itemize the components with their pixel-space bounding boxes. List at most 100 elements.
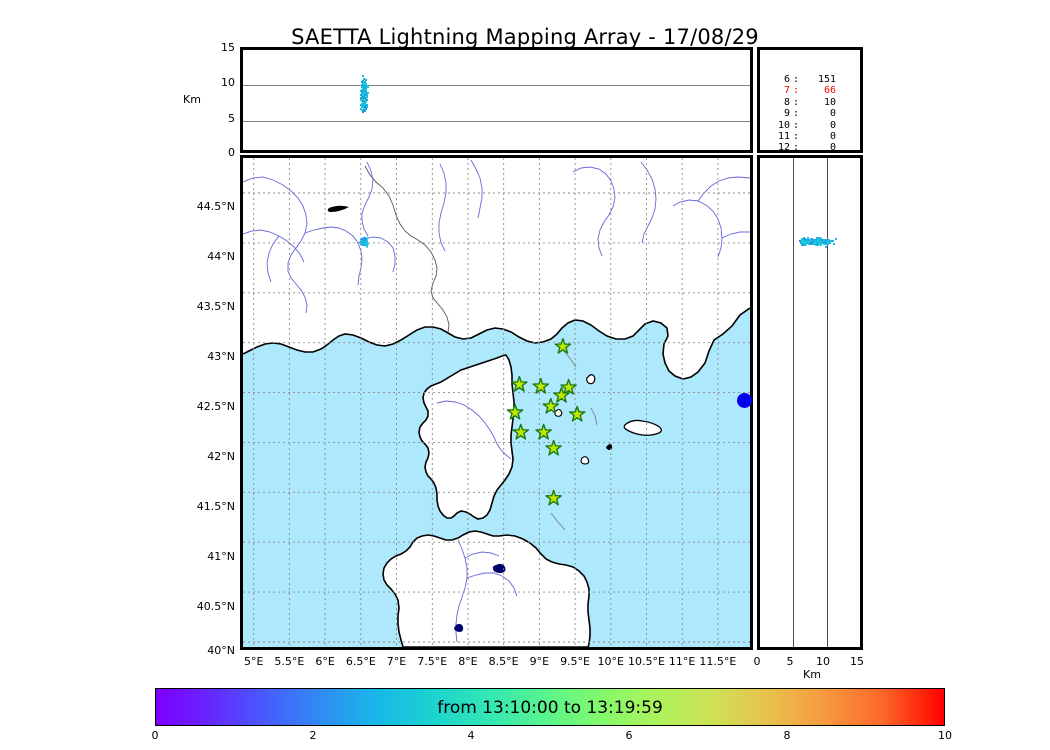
source-dot — [361, 89, 364, 92]
source-dot — [363, 97, 366, 99]
source-dot — [363, 91, 366, 94]
source-dot — [800, 241, 803, 244]
source-dot — [366, 91, 369, 94]
source-dot — [363, 106, 366, 109]
source-dot — [362, 239, 365, 241]
source-dot — [366, 242, 369, 245]
colorbar-tick-4: 4 — [467, 729, 475, 742]
map-panel[interactable] — [240, 155, 753, 650]
source-dot — [362, 107, 365, 109]
xtick-lon-5.5°E: 5.5°E — [274, 655, 305, 668]
colorbar-tick-8: 8 — [783, 729, 791, 742]
station-count-panel[interactable]: 6:151 7:66 8:10 9:0 10:0 11:0 12:0 — [757, 47, 863, 153]
xtick-lon-8°E: 8°E — [458, 655, 478, 668]
source-dot — [360, 243, 363, 246]
source-dot — [360, 106, 363, 109]
source-dot — [364, 241, 367, 244]
source-dot — [360, 93, 363, 96]
source-dot — [362, 111, 364, 114]
sardinia-lake-1 — [492, 563, 506, 573]
source-dot — [801, 239, 804, 241]
station-star-marker — [545, 489, 562, 506]
source-dot — [362, 100, 365, 103]
source-dot — [365, 103, 368, 106]
source-dot — [822, 241, 825, 244]
source-dot — [362, 243, 365, 246]
ytick-lat-44.5: 44.5°N — [196, 200, 235, 213]
xtick-side-15: 15 — [850, 655, 864, 668]
colorbar[interactable] — [155, 688, 945, 726]
source-dot — [813, 243, 816, 246]
station-count-row-9: 9:0 — [783, 108, 836, 120]
station-star-marker — [532, 377, 550, 394]
ytick-lat-42.5: 42.5°N — [196, 400, 235, 413]
ytick-lat-40.5: 40.5°N — [196, 600, 235, 613]
source-dot — [820, 240, 823, 243]
source-dot — [366, 84, 368, 87]
source-dot — [364, 85, 367, 88]
source-dot — [809, 238, 812, 241]
source-dot — [806, 239, 809, 242]
xtick-lon-6.5°E: 6.5°E — [345, 655, 376, 668]
source-dot — [363, 238, 366, 241]
source-dot — [366, 245, 368, 248]
station-star-marker — [568, 405, 586, 422]
source-dot — [361, 91, 364, 93]
xtick-lon-10°E: 10°E — [597, 655, 624, 668]
source-dot — [362, 77, 365, 80]
source-dot — [814, 239, 817, 241]
source-dot — [360, 97, 363, 100]
source-dot — [803, 243, 806, 246]
source-dot — [365, 243, 368, 246]
station-star-marker — [554, 337, 572, 354]
station-stars-group — [506, 337, 586, 506]
depth-line-3 — [550, 512, 566, 531]
source-dot — [829, 239, 832, 242]
corsica-island — [418, 354, 515, 520]
station-count-row-6: 6:151 — [783, 74, 836, 85]
station-star-marker — [545, 439, 562, 456]
source-dot — [364, 107, 366, 110]
source-dot — [366, 237, 369, 240]
altitude-longitude-panel[interactable] — [240, 47, 753, 153]
ytick-lat-43: 43°N — [207, 350, 235, 363]
ytick-lat-43.5: 43.5°N — [196, 300, 235, 313]
xtick-lon-11.5°E: 11.5°E — [699, 655, 737, 668]
source-dot — [825, 245, 828, 248]
source-dot — [361, 240, 364, 243]
xtick-lon-7°E: 7°E — [386, 655, 407, 668]
source-dot — [813, 241, 815, 244]
altitude-latitude-panel[interactable] — [757, 155, 863, 650]
source-dot — [359, 89, 362, 92]
source-dot — [819, 238, 822, 241]
source-dot — [362, 74, 365, 77]
xtick-side-10: 10 — [816, 655, 830, 668]
source-dot — [807, 243, 810, 246]
source-dot — [828, 241, 831, 244]
source-dot — [819, 241, 822, 244]
source-dot — [802, 240, 805, 243]
ytick-lat-42: 42°N — [207, 450, 235, 463]
source-dot — [360, 103, 363, 106]
xtick-lon-5°E: 5°E — [243, 655, 264, 668]
gridline-side-10km — [826, 158, 828, 647]
source-dot — [825, 241, 827, 244]
colorbar-tick-0: 0 — [151, 729, 159, 742]
ytick-top-0: 0 — [228, 146, 235, 159]
source-dot — [360, 86, 363, 89]
source-dot — [826, 242, 829, 245]
source-dot — [365, 99, 368, 102]
source-dot — [803, 238, 806, 241]
station-count-table: 6:151 7:66 8:10 9:0 10:0 11:0 12:0 — [768, 74, 836, 150]
source-dot — [364, 84, 367, 87]
source-dot — [822, 239, 825, 241]
source-dot — [363, 82, 366, 85]
station-star-marker — [512, 423, 530, 440]
island-small-3 — [580, 456, 590, 465]
gridline-side-5km — [793, 158, 795, 647]
source-dot — [819, 242, 821, 245]
source-dot — [364, 103, 367, 106]
map-svg — [243, 158, 750, 647]
island-capraia — [586, 374, 596, 385]
xtick-lon-10.5°E: 10.5°E — [627, 655, 665, 668]
